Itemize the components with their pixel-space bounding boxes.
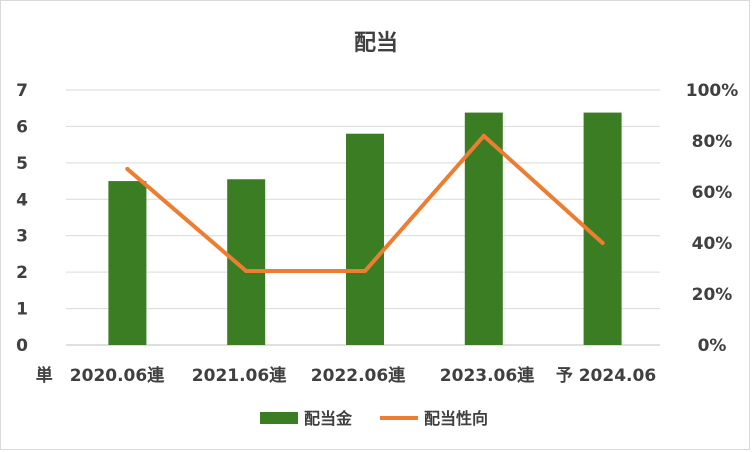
- line-point-payout-ratio: [481, 133, 486, 138]
- legend-swatch-dividend: [260, 412, 298, 424]
- y-left-tick-label: 3: [16, 227, 28, 247]
- bar-dividend: [583, 112, 622, 345]
- line-point-payout-ratio: [125, 167, 130, 172]
- y-left-tick-label: 1: [16, 300, 28, 320]
- x-tick-label: 単 2020.06連: [36, 365, 165, 386]
- y-left-tick-label: 2: [16, 263, 28, 283]
- bar-dividend: [108, 181, 147, 345]
- line-point-payout-ratio: [244, 269, 249, 274]
- y-left-tick-label: 6: [16, 117, 28, 137]
- y-left-tick-label: 4: [16, 190, 28, 210]
- y-right-tick-label: 80%: [692, 132, 733, 152]
- legend-label-payout-ratio: 配当性向: [424, 409, 488, 428]
- y-right-tick-label: 60%: [692, 183, 733, 203]
- bar-dividend: [346, 133, 384, 345]
- line-point-payout-ratio: [600, 241, 605, 245]
- y-right-tick-label: 40%: [692, 234, 733, 254]
- y-left-tick-label: 7: [16, 81, 28, 101]
- y-left-tick-label: 0: [16, 336, 28, 356]
- x-tick-label: 2022.06連: [311, 365, 406, 386]
- y-right-tick-label: 0%: [698, 336, 727, 356]
- x-tick-label: 2023.06連: [440, 365, 535, 386]
- chart-title: 配当: [354, 31, 398, 56]
- y-left-tick-label: 5: [16, 154, 28, 174]
- line-point-payout-ratio: [363, 269, 367, 274]
- y-right-tick-label: 20%: [692, 285, 733, 305]
- y-right-tick-label: 100%: [686, 81, 739, 101]
- x-tick-label: 2021.06連: [192, 365, 287, 386]
- x-tick-label: 予 2024.06: [556, 366, 656, 386]
- legend-label-dividend: 配当金: [304, 409, 353, 428]
